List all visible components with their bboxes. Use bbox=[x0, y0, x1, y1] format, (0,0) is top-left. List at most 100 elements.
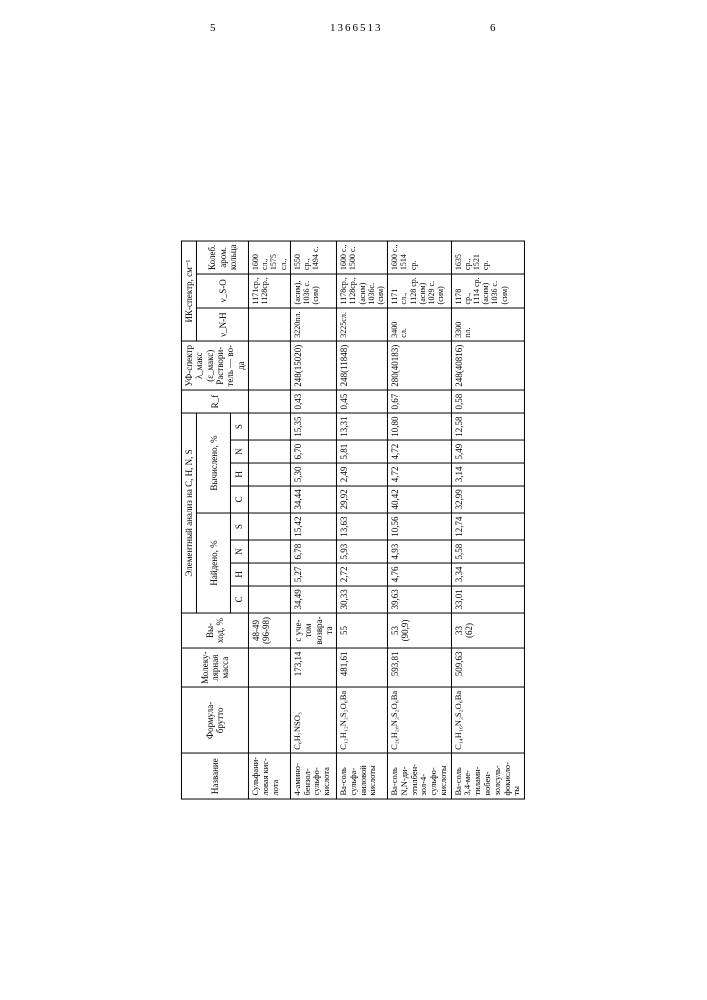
table-row: Ва-соль N,N-ди-этилбен-зол-4-сульфо-кисл… bbox=[388, 241, 452, 799]
table-cell: 5,58 bbox=[451, 540, 524, 563]
table-cell: 4,76 bbox=[388, 563, 452, 586]
table-cell: 4-амино-бензол-сульфо-кислота bbox=[290, 753, 336, 799]
th-found-n: N bbox=[231, 540, 249, 563]
th-name: Название bbox=[181, 753, 248, 799]
table-cell: 593,81 bbox=[388, 648, 452, 687]
table-cell: 3,14 bbox=[451, 463, 524, 486]
table-cell: 40,42 bbox=[388, 486, 452, 513]
table-cell: Ва-соль сульфа-ниловой кислоты bbox=[337, 753, 388, 799]
table-cell: 481,61 bbox=[337, 648, 388, 687]
table-cell: 29,92 bbox=[337, 486, 388, 513]
table-cell: 1600 с.,1500 с. bbox=[337, 241, 388, 274]
table-cell: 30,33 bbox=[337, 586, 388, 613]
compound-data-table: Название Формула-брутто Молеку-лярная ма… bbox=[181, 240, 525, 799]
page-number-left: 5 bbox=[210, 22, 216, 34]
table-cell: 10,56 bbox=[388, 513, 452, 540]
table-cell: 0,45 bbox=[337, 390, 388, 413]
table-cell: 3225сл. bbox=[337, 308, 388, 341]
table-cell: 5,93 bbox=[337, 540, 388, 563]
table-cell: 4,72 bbox=[388, 440, 452, 463]
table-cell bbox=[249, 586, 291, 613]
table-cell: 0,43 bbox=[290, 390, 336, 413]
table-cell: 13,63 bbox=[337, 513, 388, 540]
table-cell: C₂₀H₂₈N₂S₂O₆Ba bbox=[388, 687, 452, 753]
table-cell: 6,78 bbox=[290, 540, 336, 563]
th-ik-group: ИК-спектр, см⁻¹ bbox=[181, 241, 196, 341]
th-elem-group: Элементный анализ на C, H, N, S bbox=[181, 413, 196, 613]
table-cell: 6,70 bbox=[290, 440, 336, 463]
table-cell: 1171 сл.,1128 ср.(асим)1029 с.(сим) bbox=[388, 274, 452, 308]
table-cell: 3400 сл. bbox=[388, 308, 452, 341]
th-found: Найдено, % bbox=[197, 513, 231, 613]
table-cell: 5,30 bbox=[290, 463, 336, 486]
table-cell: Ва-соль 3,4-ме-тиламн-нобен-золсуль-фоки… bbox=[451, 753, 524, 799]
table-cell bbox=[249, 540, 291, 563]
table-cell: 48-49(96-98) bbox=[249, 613, 291, 648]
table-cell: 33,01 bbox=[451, 586, 524, 613]
th-calc-c: C bbox=[231, 486, 249, 513]
table-cell: 3,34 bbox=[451, 563, 524, 586]
table-cell: C₆H₇NSO₃ bbox=[290, 687, 336, 753]
table-cell: 3220пл. bbox=[290, 308, 336, 341]
table-cell: 39,63 bbox=[388, 586, 452, 613]
th-calc-n: N bbox=[231, 440, 249, 463]
table-cell: 12,58 bbox=[451, 413, 524, 440]
table-cell: 2,49 bbox=[337, 463, 388, 486]
th-calc-h: H bbox=[231, 463, 249, 486]
table-cell: Сульфани-ловая кис-лота bbox=[249, 753, 291, 799]
table-cell: 4,93 bbox=[388, 540, 452, 563]
table-cell: 1171ср.,1128ср., bbox=[249, 274, 291, 308]
table-cell: 5,81 bbox=[337, 440, 388, 463]
table-row: Ва-соль 3,4-ме-тиламн-нобен-золсуль-фоки… bbox=[451, 241, 524, 799]
table-cell bbox=[249, 440, 291, 463]
table-cell: 1178ср.,1128ср., (асим)1036с.(сим) bbox=[337, 274, 388, 308]
table-cell bbox=[249, 413, 291, 440]
table-cell: 1178 ср.,1114 ср.(асим)1036 с.(сим) bbox=[451, 274, 524, 308]
th-formula: Формула-брутто bbox=[181, 687, 248, 753]
table-cell: 5,27 bbox=[290, 563, 336, 586]
th-ik-so: ν_S-O bbox=[197, 274, 249, 308]
table-cell: (асим),1036 с.(сим) bbox=[290, 274, 336, 308]
table-cell bbox=[249, 390, 291, 413]
table-cell: Ва-соль N,N-ди-этилбен-зол-4-сульфо-кисл… bbox=[388, 753, 452, 799]
table-cell: 10,80 bbox=[388, 413, 452, 440]
table-row: 4-амино-бензол-сульфо-кислотаC₆H₇NSO₃173… bbox=[290, 241, 336, 799]
th-calc: Вычислено, % bbox=[197, 413, 231, 513]
table-row: Сульфани-ловая кис-лота 48-49(96-98) 1171с… bbox=[249, 241, 291, 799]
table-cell: 55 bbox=[337, 613, 388, 648]
table-cell: с уче-том возвра-та bbox=[290, 613, 336, 648]
table-body: Сульфани-ловая кис-лота 48-49(96-98) 1171с… bbox=[249, 241, 525, 799]
table-cell: 3300 пл. bbox=[451, 308, 524, 341]
table-cell: 13,31 bbox=[337, 413, 388, 440]
table-cell bbox=[249, 308, 291, 341]
table-cell: 280(40183) bbox=[388, 341, 452, 390]
table-cell: 5,49 bbox=[451, 440, 524, 463]
table-cell: 1600 сл.,1575 сл., bbox=[249, 241, 291, 274]
table-cell: C₁₄H₁₆N₂S₂O₆Ba bbox=[451, 687, 524, 753]
table-cell bbox=[249, 513, 291, 540]
th-ik-nh: ν_N-H bbox=[197, 308, 249, 341]
table-cell: 34,44 bbox=[290, 486, 336, 513]
table-cell: 0,67 bbox=[388, 390, 452, 413]
table-cell: 1550 ср.,1494 с. bbox=[290, 241, 336, 274]
table-cell: 15,42 bbox=[290, 513, 336, 540]
table-cell: 32,99 bbox=[451, 486, 524, 513]
table-cell: 0,58 bbox=[451, 390, 524, 413]
th-found-s: S bbox=[231, 513, 249, 540]
table-cell: 4,72 bbox=[388, 463, 452, 486]
table-cell: 509,63 bbox=[451, 648, 524, 687]
table-cell: 12,74 bbox=[451, 513, 524, 540]
table-cell: 15,35 bbox=[290, 413, 336, 440]
table-cell: 1600 с.,1514 ср. bbox=[388, 241, 452, 274]
page-number-right: 6 bbox=[490, 22, 496, 34]
th-mass: Молеку-лярная масса bbox=[181, 648, 248, 687]
table-cell bbox=[249, 486, 291, 513]
th-found-c: C bbox=[231, 586, 249, 613]
th-ik-ar: Колеб. аром. кольца bbox=[197, 241, 249, 274]
table-cell: 1635 ср.,1521 ср. bbox=[451, 241, 524, 274]
table-cell: 34,49 bbox=[290, 586, 336, 613]
th-uv: УФ-спектр λ_макс (ε_макс) Раствори-тель … bbox=[181, 341, 248, 390]
patent-number: 1366513 bbox=[330, 22, 383, 34]
table-cell: 248(40816) bbox=[451, 341, 524, 390]
table-cell: 248(11848) bbox=[337, 341, 388, 390]
